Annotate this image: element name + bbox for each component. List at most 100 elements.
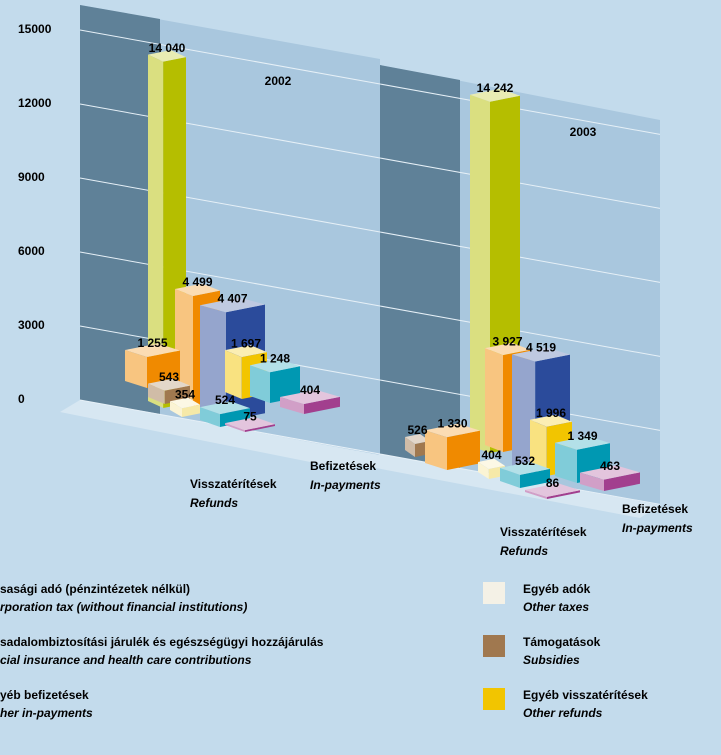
bar-top: [555, 436, 610, 450]
bar-side: [520, 468, 550, 488]
bar: [580, 465, 640, 491]
legend-label: sadalombiztosítási járulék és egészségüg…: [0, 635, 324, 649]
grid-line: [79, 251, 381, 307]
row-label: Befizetések: [310, 459, 376, 473]
bar-top: [580, 465, 640, 480]
bar-top: [200, 401, 250, 415]
bar-top: [148, 50, 186, 62]
legend-label: Egyéb visszatérítések: [523, 688, 648, 702]
value-label: 1 330: [437, 416, 467, 430]
bar: [280, 389, 340, 414]
value-label: 404: [481, 448, 501, 462]
bar: [525, 483, 580, 499]
bar-face: [200, 305, 226, 421]
value-label: 4 519: [526, 341, 556, 355]
bar-top: [525, 483, 580, 497]
bar-face: [530, 419, 547, 476]
bar-side: [304, 396, 340, 414]
row-label-en: In-payments: [310, 478, 381, 492]
bar-face: [170, 401, 182, 417]
row-label-en: Refunds: [500, 544, 548, 558]
legend-swatch: [483, 688, 505, 710]
bar-top: [470, 88, 520, 102]
y-tick-label: 0: [18, 392, 25, 406]
legend-label-en: Other refunds: [523, 706, 603, 720]
value-label: 404: [300, 383, 320, 397]
bar-top: [225, 417, 275, 431]
bar-side: [245, 424, 275, 432]
value-label: 14 242: [477, 81, 514, 95]
value-label: 4 407: [217, 291, 247, 305]
value-label: 524: [215, 393, 235, 407]
value-label: 75: [243, 409, 257, 423]
bar-side: [447, 430, 480, 470]
bars: [125, 50, 640, 499]
bar-top: [478, 458, 505, 470]
legend-swatch: [483, 582, 505, 604]
bar-top: [125, 343, 180, 358]
legend-label: Támogatások: [523, 635, 601, 649]
bar-top: [148, 378, 190, 391]
bar-face: [280, 397, 304, 414]
panel-title: 2002: [265, 74, 292, 88]
value-label: 543: [159, 370, 179, 384]
value-label: 463: [600, 459, 620, 473]
bar-top: [175, 283, 220, 297]
y-tick-label: 6000: [18, 244, 45, 258]
value-label: 86: [546, 476, 560, 490]
row-label: Visszatérítések: [500, 525, 587, 539]
legend-label-en: cial insurance and health care contribut…: [0, 653, 252, 667]
row-label-en: In-payments: [622, 521, 693, 535]
row-label-en: Refunds: [190, 496, 238, 510]
wall-side-2003: [380, 65, 460, 469]
value-label: 4 499: [182, 275, 212, 289]
bar: [225, 417, 275, 432]
bar: [170, 397, 200, 417]
bar-top: [170, 397, 200, 409]
bar-side: [147, 350, 180, 388]
grid-line: [79, 103, 381, 159]
y-tick-label: 3000: [18, 318, 45, 332]
value-label: 1 996: [536, 406, 566, 420]
legend-label: Egyéb adók: [523, 582, 591, 596]
y-tick-label: 12000: [18, 96, 52, 110]
legend-label-en: Other taxes: [523, 600, 589, 614]
bar-top: [485, 342, 530, 356]
panel-title: 2003: [570, 125, 597, 139]
bar-face: [555, 442, 577, 483]
value-label: 1 248: [260, 351, 290, 365]
bar-face: [148, 54, 164, 409]
bar-face: [580, 472, 604, 491]
bar-top: [512, 347, 570, 362]
bar-face: [425, 430, 447, 470]
value-label: 1 697: [231, 336, 261, 350]
bar: [500, 461, 550, 488]
bar-face: [525, 489, 547, 499]
legend-label-en: rporation tax (without financial institu…: [0, 600, 247, 614]
bar: [250, 359, 300, 403]
bar-face: [405, 437, 415, 457]
bar: [425, 423, 480, 470]
bar-top: [225, 345, 267, 358]
bar-face: [125, 350, 147, 388]
bar-face: [225, 423, 245, 432]
y-tick-label: 15000: [18, 22, 52, 36]
legend-label-en: her in-payments: [0, 706, 93, 720]
value-label: 354: [175, 387, 195, 401]
legend-label-en: Subsidies: [523, 653, 580, 667]
bar-side: [604, 472, 640, 491]
bar-face: [250, 365, 270, 403]
bar-top: [250, 359, 300, 373]
bar-side: [270, 366, 300, 403]
bar-face: [200, 407, 220, 427]
bar-top: [425, 423, 480, 438]
grid-line: [79, 399, 381, 455]
floor-2003: [360, 454, 660, 518]
bar-face: [478, 462, 489, 479]
row-label: Visszatérítések: [190, 477, 277, 491]
bar-face: [225, 350, 242, 399]
bar-top: [530, 414, 572, 427]
value-label: 14 040: [149, 41, 186, 55]
bar-side: [547, 490, 580, 499]
